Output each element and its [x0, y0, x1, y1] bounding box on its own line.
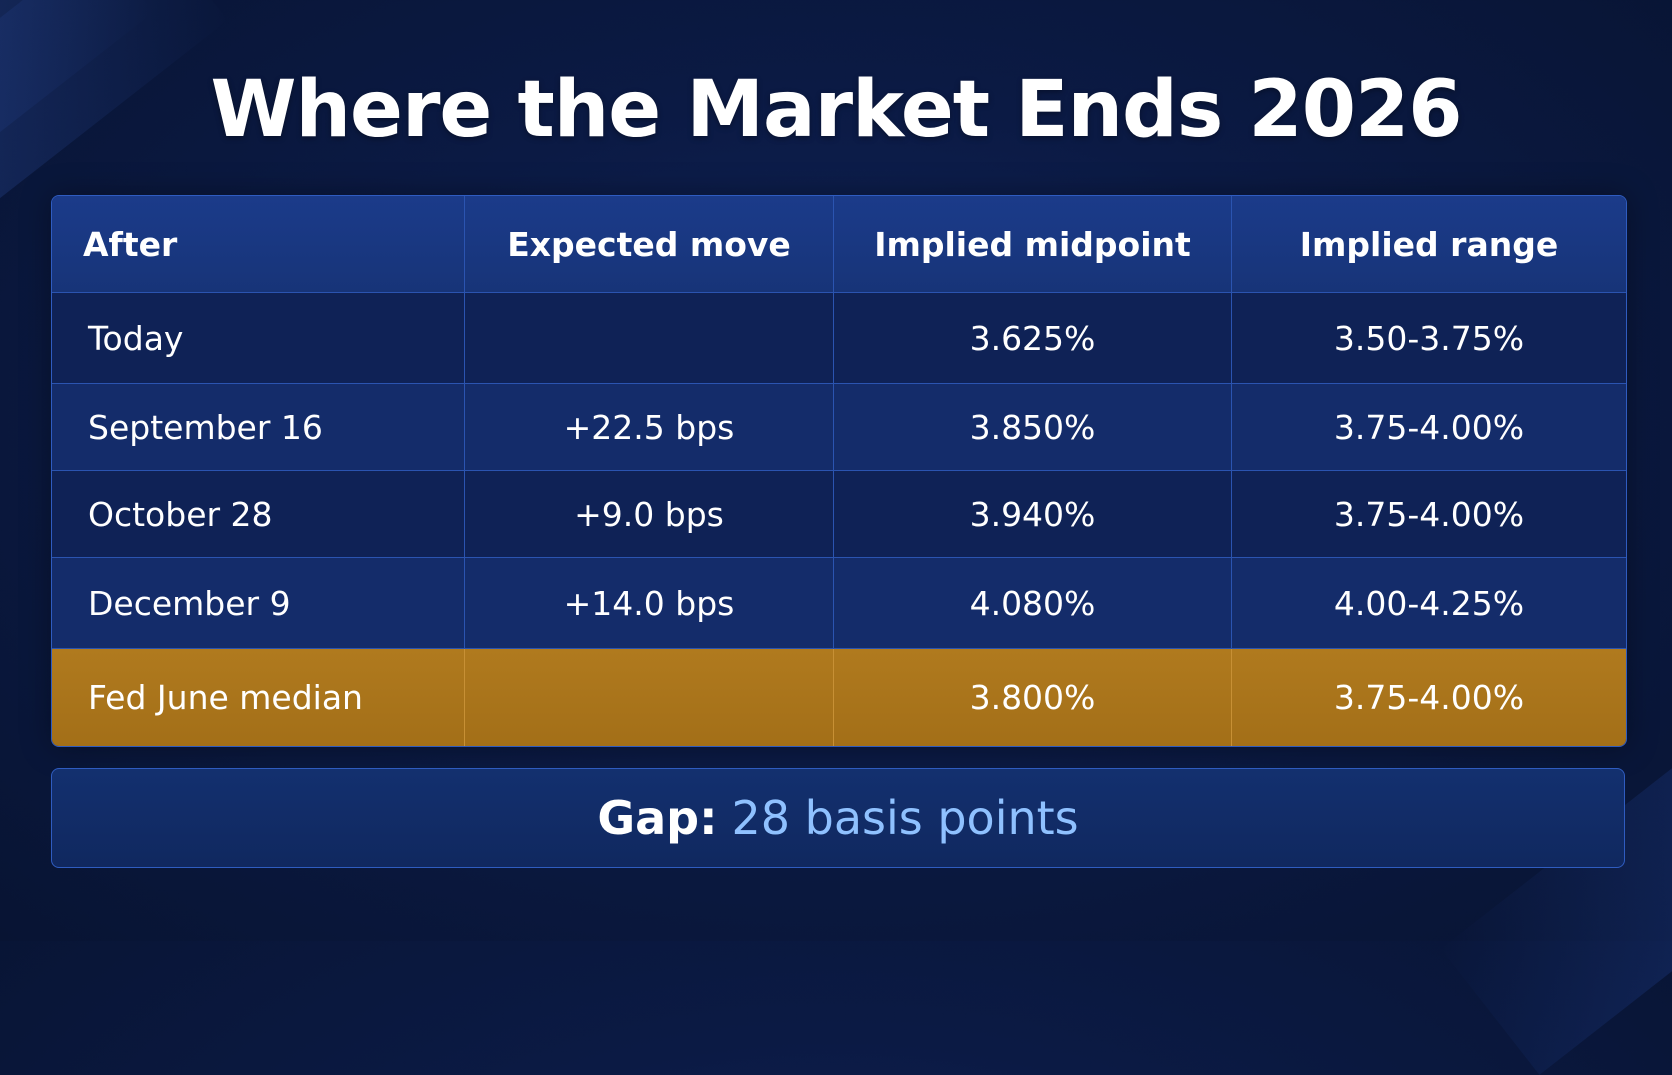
- cell-implied-midpoint: 3.800%: [834, 649, 1232, 746]
- cell-implied-range: 3.75-4.00%: [1333, 407, 1525, 447]
- cell-implied-range: 3.75-4.00%: [1333, 678, 1525, 717]
- gap-label: Gap:: [597, 791, 718, 845]
- table-row-highlighted: Fed June median 3.800% 3.75-4.00%: [52, 649, 1626, 746]
- cell-expected-move: +22.5 bps: [465, 384, 834, 470]
- page-title: Where the Market Ends 2026: [210, 65, 1462, 155]
- cell-implied-midpoint: 3.940%: [834, 471, 1232, 557]
- cell-expected-move: [465, 649, 834, 746]
- table-row: October 28 +9.0 bps 3.940% 3.75-4.00%: [52, 471, 1626, 558]
- cell-expected-move: +9.0 bps: [465, 471, 834, 557]
- cell-implied-range: 4.00-4.25%: [1333, 583, 1525, 623]
- table-header-row: After Expected move Implied midpoint Imp…: [52, 196, 1626, 293]
- cell-implied-range: 3.75-4.00%: [1333, 494, 1525, 534]
- table-row: December 9 +14.0 bps 4.080% 4.00-4.25%: [52, 558, 1626, 649]
- cell-expected-move: +14.0 bps: [465, 558, 834, 648]
- cell-after: September 16: [52, 384, 465, 470]
- cell-after: December 9: [52, 558, 465, 648]
- cell-implied-midpoint: 4.080%: [834, 558, 1232, 648]
- table-row: September 16 +22.5 bps 3.850% 3.75-4.00%: [52, 384, 1626, 471]
- cell-implied-midpoint: 3.850%: [834, 384, 1232, 470]
- column-header-after: After: [52, 196, 465, 292]
- cell-after: Today: [52, 293, 465, 383]
- cell-after: October 28: [52, 471, 465, 557]
- cell-expected-move: [465, 293, 834, 383]
- column-header-expected-move: Expected move: [465, 196, 834, 292]
- column-header-implied-range: Implied range: [1299, 224, 1559, 264]
- rate-table: After Expected move Implied midpoint Imp…: [51, 195, 1627, 747]
- cell-implied-midpoint: 3.625%: [834, 293, 1232, 383]
- table-row: Today 3.625% 3.50-3.75%: [52, 293, 1626, 384]
- gap-summary-box: Gap: 28 basis points: [51, 768, 1625, 868]
- gap-value: 28 basis points: [731, 791, 1079, 845]
- cell-implied-range: 3.50-3.75%: [1333, 318, 1525, 358]
- cell-after: Fed June median: [52, 649, 465, 746]
- column-header-implied-midpoint: Implied midpoint: [834, 196, 1232, 292]
